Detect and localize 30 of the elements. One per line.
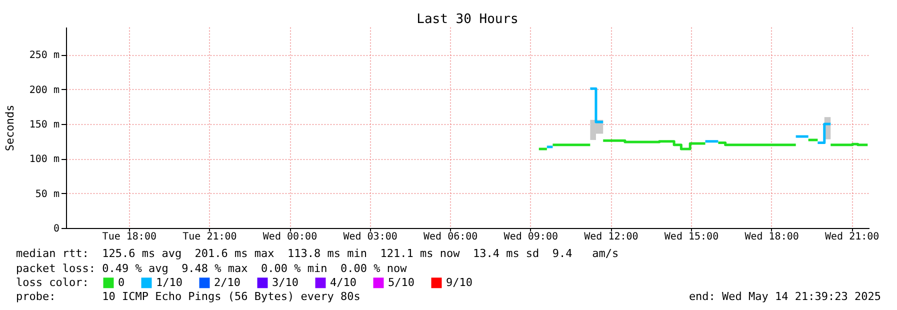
text: median rtt: 125.6 ms avg 201.6 ms max 113.8 ms min 121.1 ms now 13.4 ms sd 9.4 am/s bbox=[16, 247, 619, 260]
legend-label: 3/10 bbox=[272, 276, 298, 289]
x-tick-label: Tue 18:00 bbox=[102, 232, 156, 242]
text: packet loss: 0.49 % avg 9.48 % max 0.00 % min 0.00 % now bbox=[16, 262, 407, 275]
x-tick-label: Wed 18:00 bbox=[744, 232, 799, 242]
y-tick-label: 0 bbox=[53, 224, 60, 234]
x-tick-label: Tue 21:00 bbox=[182, 232, 237, 242]
legend-label: 4/10 bbox=[330, 276, 356, 289]
y-axis-title: Seconds bbox=[3, 104, 16, 152]
x-tick-label: Wed 03:00 bbox=[343, 232, 398, 242]
legend-label: 0 bbox=[118, 276, 125, 289]
y-tick-label: 200 m bbox=[29, 84, 60, 96]
x-tick-label: Wed 09:00 bbox=[504, 232, 558, 242]
y-tick-label: 250 m bbox=[29, 50, 60, 62]
x-tick-label: Wed 06:00 bbox=[424, 232, 478, 242]
text: end: Wed May 14 21:39:23 2025 bbox=[688, 290, 881, 303]
x-tick-label: Wed 21:00 bbox=[825, 232, 880, 242]
legend-label: 1/10 bbox=[156, 276, 182, 289]
legend-label: 5/10 bbox=[388, 276, 414, 289]
y-tick-label: 50 m bbox=[35, 188, 60, 200]
x-tick-label: Wed 12:00 bbox=[584, 232, 638, 242]
text: probe: 10 ICMP Echo Pings (56 Bytes) every 80s bbox=[16, 290, 360, 303]
x-tick-label: Wed 15:00 bbox=[664, 232, 719, 242]
legend-label: 9/10 bbox=[446, 276, 472, 289]
chart-title: Last 30 Hours bbox=[416, 12, 518, 27]
legend-title: loss color: bbox=[16, 276, 89, 289]
x-tick-label: Wed 00:00 bbox=[262, 232, 318, 242]
legend-label: 2/10 bbox=[214, 276, 240, 289]
y-tick-label: 100 m bbox=[29, 154, 60, 166]
y-tick-label: 150 m bbox=[29, 120, 60, 131]
